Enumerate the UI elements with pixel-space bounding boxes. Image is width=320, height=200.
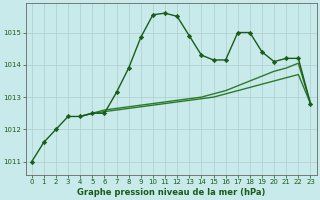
X-axis label: Graphe pression niveau de la mer (hPa): Graphe pression niveau de la mer (hPa): [77, 188, 265, 197]
